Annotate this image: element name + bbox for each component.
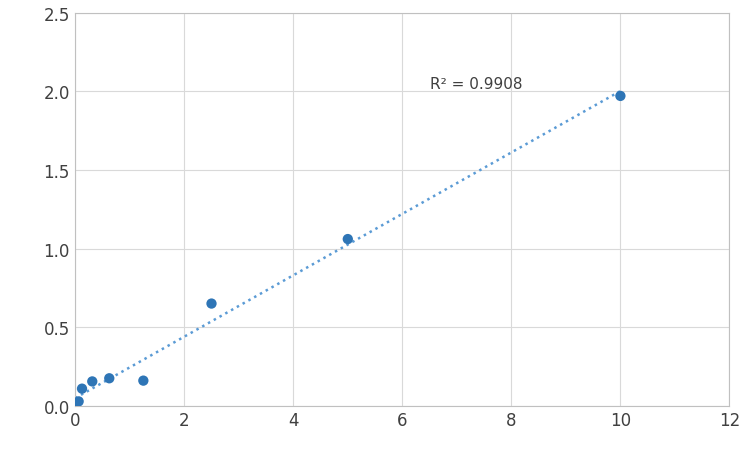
Point bbox=[69, 400, 81, 407]
Point bbox=[86, 378, 99, 385]
Point bbox=[614, 93, 626, 100]
Text: R² = 0.9908: R² = 0.9908 bbox=[429, 77, 522, 92]
Point bbox=[103, 375, 115, 382]
Point bbox=[341, 236, 353, 243]
Point bbox=[138, 377, 150, 384]
Point bbox=[205, 300, 217, 308]
Point bbox=[76, 385, 88, 392]
Point bbox=[73, 398, 85, 405]
